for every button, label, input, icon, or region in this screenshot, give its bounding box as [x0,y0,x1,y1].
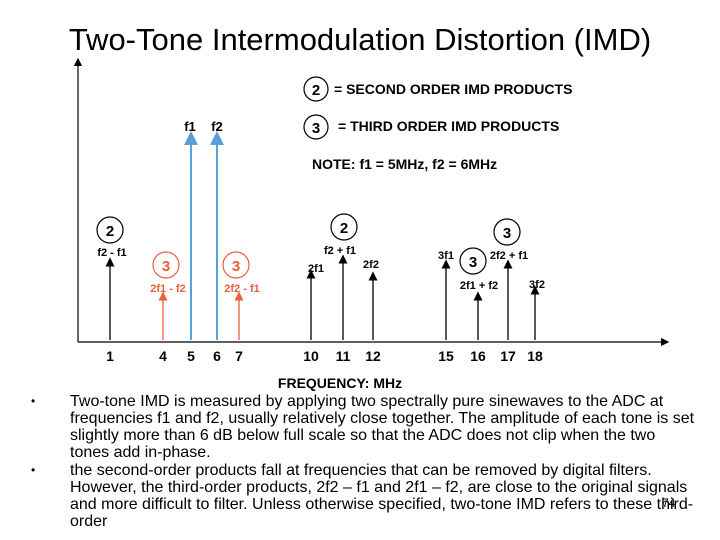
page-number: 74 [662,496,676,510]
x-tick-label: 17 [500,348,516,364]
bullet-list: • Two-tone IMD is measured by applying tw… [28,393,698,531]
x-tick-label: 15 [438,348,454,364]
legend-second-order-label: = SECOND ORDER IMD PRODUCTS [334,81,572,97]
line-label-17mhz: 2f2 + f1 [490,250,528,262]
order-marker: 2 [106,223,114,240]
bullet-item: • the second-order products fall at frequ… [28,462,698,530]
bullet-dot: • [31,463,36,477]
order-marker-circle [493,218,521,246]
line-label-15mhz: 3f1 [438,250,454,262]
x-tick-label: 10 [303,348,319,364]
x-axis-label: FREQUENCY: MHz [278,375,402,391]
legend-third-order-marker: 3 [312,120,320,137]
line-label-18mhz: 3f2 [529,279,545,291]
page-title: Two-Tone Intermodulation Distortion (IMD… [68,22,652,57]
x-tick-label: 6 [213,348,221,364]
order-marker: 2 [340,220,348,237]
legend-third-order-circle [303,114,329,140]
order-marker: 3 [162,258,170,275]
order-marker-circle [459,247,487,275]
x-tick-label: 1 [106,348,114,364]
order-marker-circle [222,251,250,279]
bullet-text: the second-order products fall at freque… [70,462,694,530]
x-tick-label: 16 [470,348,486,364]
order-marker: 3 [503,225,511,242]
line-label-5mhz: f1 [184,119,196,134]
line-label-16mhz: 2f1 + f2 [460,280,498,292]
order-marker-circle [330,213,358,241]
bullet-text: Two-tone IMD is measured by applying two… [70,393,695,461]
order-marker-circle [96,216,124,244]
legend-note: NOTE: f1 = 5MHz, f2 = 6MHz [312,156,497,172]
bullet-dot: • [31,394,36,408]
legend-third-order-label: = THIRD ORDER IMD PRODUCTS [338,118,559,134]
spectral-lines [105,131,540,340]
order-markers: 2 3 3 2 3 3 [96,213,521,279]
x-tick-labels: 1 4 5 6 7 10 11 12 15 16 17 18 [106,348,543,364]
legend-second-order-marker: 2 [312,82,320,99]
x-tick-label: 18 [527,348,543,364]
line-label-6mhz: f2 [211,119,223,134]
bullet-item: • Two-tone IMD is measured by applying tw… [28,393,698,461]
line-label-12mhz: 2f2 [363,259,379,271]
line-label-1mhz: f2 - f1 [97,247,126,259]
legend-second-order-circle [303,76,329,102]
line-label-4mhz: 2f1 - f2 [150,283,185,295]
line-label-11mhz: f2 + f1 [324,245,356,257]
order-marker: 3 [232,258,240,275]
order-marker: 3 [469,254,477,271]
x-tick-label: 11 [336,348,351,364]
x-tick-label: 4 [159,348,167,364]
line-label-7mhz: 2f2 - f1 [224,283,259,295]
x-tick-label: 7 [235,348,243,364]
line-label-10mhz: 2f1 [308,263,324,275]
x-tick-label: 5 [187,348,195,364]
order-marker-circle [152,251,180,279]
x-tick-label: 12 [365,348,381,364]
legend: 2 = SECOND ORDER IMD PRODUCTS 3 = THIRD … [303,76,572,172]
